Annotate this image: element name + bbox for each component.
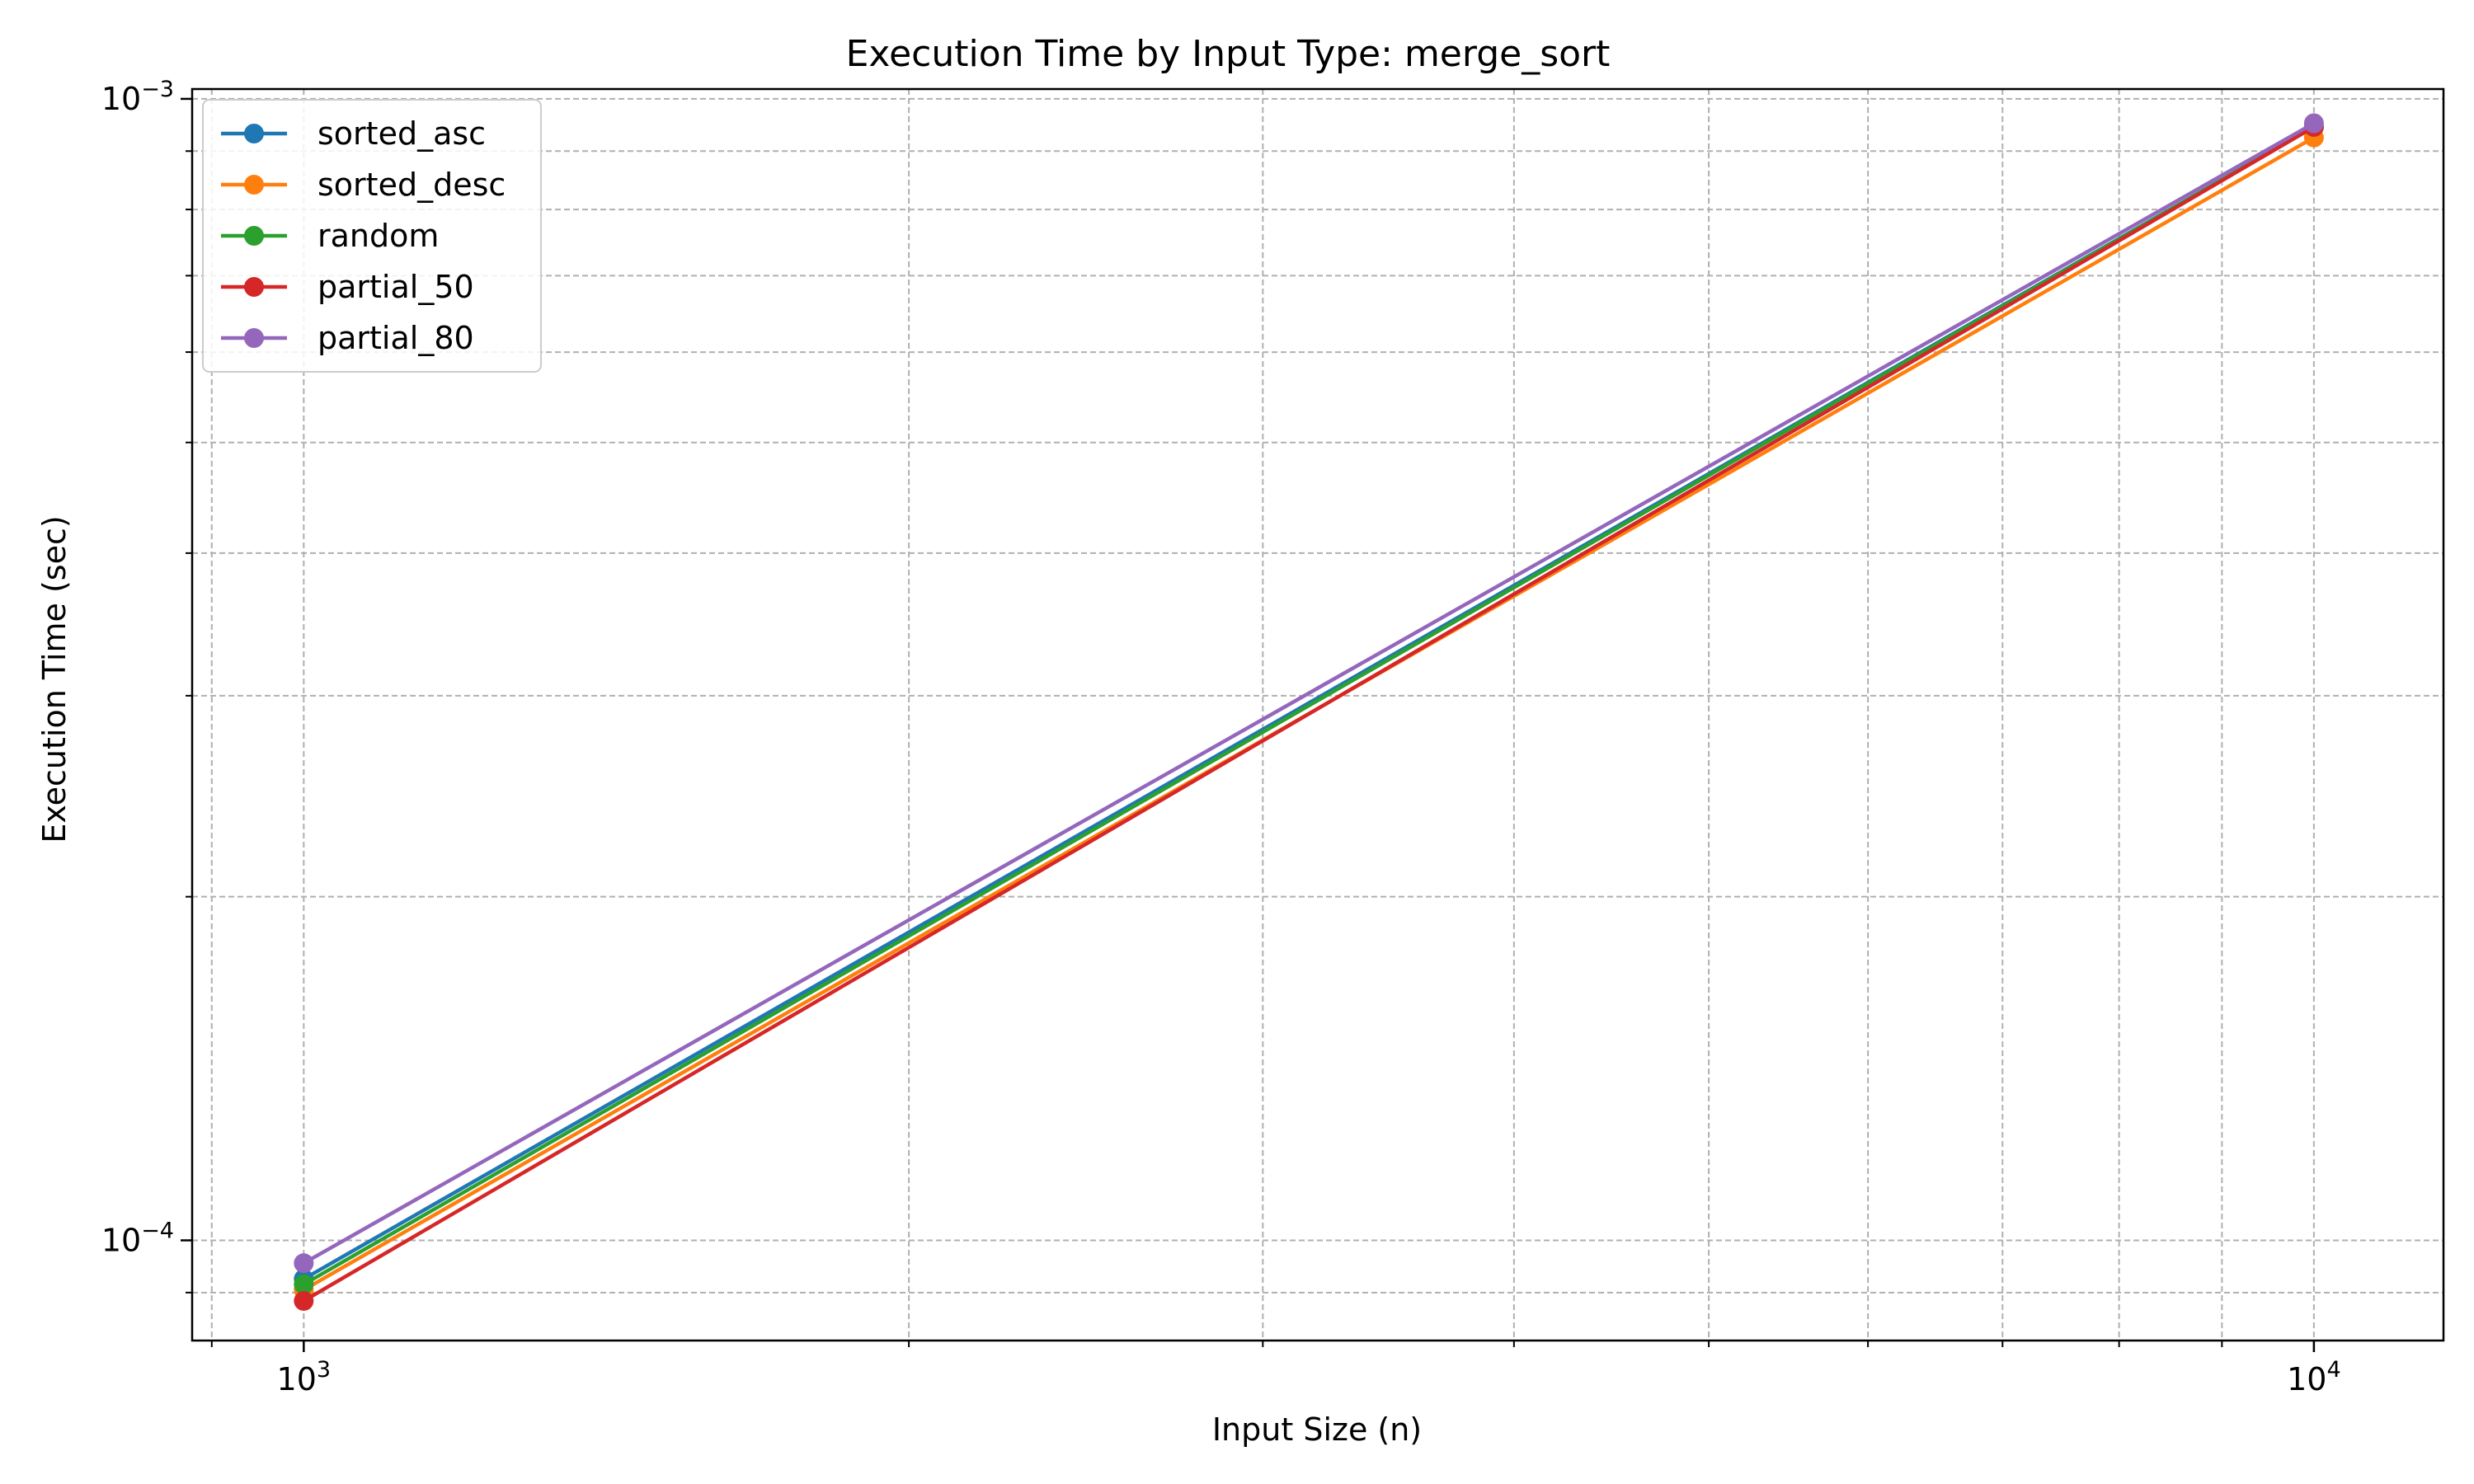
x-tick-label: 104 bbox=[2287, 1357, 2341, 1397]
x-tick-label-base: 10 bbox=[2287, 1361, 2326, 1397]
legend-label: random bbox=[317, 218, 439, 254]
legend-item: sorted_desc bbox=[221, 167, 506, 203]
y-tick-label-exponent: −4 bbox=[141, 1218, 174, 1243]
legend-item: partial_50 bbox=[221, 269, 474, 305]
legend-label: partial_80 bbox=[317, 320, 474, 356]
legend-item: partial_80 bbox=[221, 320, 474, 356]
data-point bbox=[294, 1253, 314, 1274]
data-point bbox=[2303, 113, 2324, 134]
chart-title: Execution Time by Input Type: merge_sort bbox=[846, 33, 1611, 75]
y-axis-label: Execution Time (sec) bbox=[36, 515, 73, 843]
legend-marker bbox=[244, 277, 264, 297]
x-tick-label-exponent: 4 bbox=[2326, 1357, 2340, 1383]
legend-marker bbox=[244, 226, 264, 246]
data-point bbox=[294, 1290, 314, 1311]
series-layer bbox=[294, 113, 2324, 1311]
x-axis-label: Input Size (n) bbox=[1212, 1411, 1422, 1448]
legend-marker bbox=[244, 175, 264, 195]
x-tick-label: 103 bbox=[277, 1357, 332, 1397]
legend-label: sorted_asc bbox=[317, 115, 486, 152]
x-tick-label-exponent: 3 bbox=[317, 1357, 331, 1383]
y-tick-label: 10−3 bbox=[101, 77, 174, 117]
legend-frame bbox=[202, 99, 542, 373]
legend-marker bbox=[244, 124, 264, 143]
x-tick-label-base: 10 bbox=[277, 1361, 317, 1397]
series-line bbox=[303, 124, 2316, 1303]
series-random bbox=[294, 116, 2324, 1294]
legend-item: sorted_asc bbox=[221, 115, 486, 152]
legend-label: sorted_desc bbox=[317, 167, 506, 203]
y-tick-label: 10−4 bbox=[101, 1218, 174, 1258]
legend-item: random bbox=[221, 218, 439, 254]
series-line bbox=[303, 121, 2315, 1266]
legend-marker bbox=[244, 328, 264, 348]
y-tick-label-exponent: −3 bbox=[141, 77, 174, 102]
plot-frame bbox=[190, 87, 2445, 1342]
y-tick-label-base: 10 bbox=[101, 1222, 141, 1258]
y-tick-label-base: 10 bbox=[101, 81, 141, 117]
legend-label: partial_50 bbox=[317, 269, 474, 305]
series-partial-80 bbox=[294, 113, 2324, 1274]
series-line bbox=[303, 124, 2316, 1286]
data-point bbox=[294, 1274, 314, 1294]
